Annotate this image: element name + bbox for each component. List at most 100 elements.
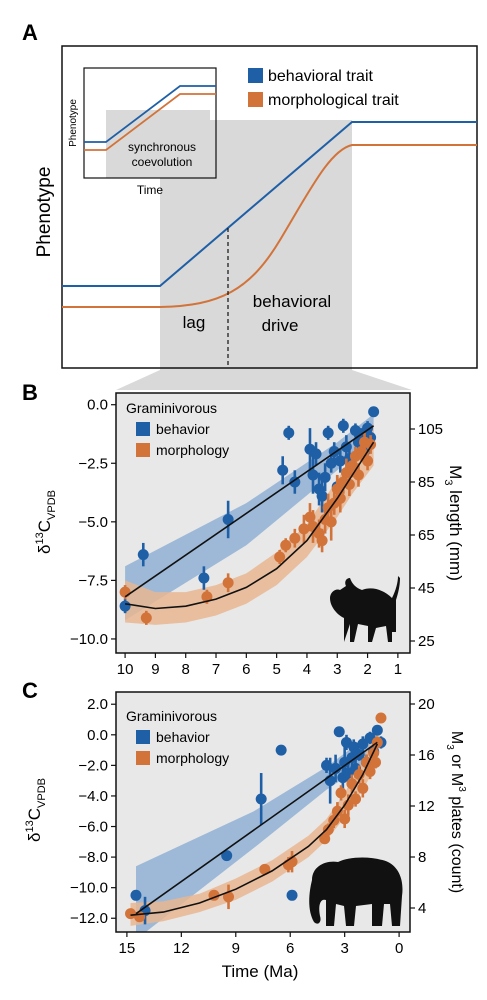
data-point-behavior — [322, 427, 334, 439]
y2-tick-label: 45 — [418, 580, 435, 597]
data-point-morphology — [346, 778, 358, 790]
legend-behavioral-swatch — [248, 68, 263, 83]
data-point-behavior — [348, 741, 360, 753]
x-tick-label: 1 — [394, 661, 402, 678]
inset-morphological-curve — [84, 93, 216, 151]
elephant-silhouette — [309, 857, 403, 926]
y2-tick-label: 25 — [418, 633, 435, 650]
data-point-morphology — [362, 455, 374, 467]
legend-morphological-label: morphological trait — [268, 92, 399, 109]
data-point-morphology — [339, 813, 351, 825]
panel-c-legend-behavior-swatch — [136, 730, 150, 744]
inset-text-line2: coevolution — [132, 155, 193, 169]
data-point-morphology — [375, 712, 387, 724]
data-point-morphology — [222, 577, 234, 589]
y2-tick-label: 16 — [418, 747, 435, 764]
confidence-band-behavior — [125, 414, 374, 621]
panel-b-legend-title: Graminivorous — [126, 400, 217, 416]
data-point-behavior — [334, 455, 346, 467]
data-point-behavior — [307, 469, 319, 481]
data-point-morphology — [259, 863, 271, 875]
data-point-behavior — [310, 448, 322, 460]
data-point-morphology — [140, 612, 152, 624]
x-tick-label: 9 — [151, 661, 159, 678]
inset-frame — [83, 67, 217, 179]
y-tick-label: 0.0 — [87, 397, 108, 414]
y-tick-label: −6.0 — [78, 819, 108, 836]
data-point-morphology — [350, 793, 362, 805]
data-point-morphology — [335, 787, 347, 799]
panel-c-frame — [115, 691, 411, 933]
inset: Phenotype Time synchronous coevolution — [68, 67, 217, 197]
panel-b-y2label: M3 length (mm) — [442, 465, 465, 581]
panel-b-axes: 0.0−2.5−5.0−7.5−10.010 9 8 7 6 5 4 3 2 1105856545… — [70, 397, 443, 678]
behavioral-trait-curve — [62, 121, 477, 287]
data-point-morphology — [322, 824, 334, 836]
y-tick-label: −10.0 — [70, 880, 108, 897]
x-tick-label: 10 — [117, 661, 134, 678]
y-tick-label: 2.0 — [87, 696, 108, 713]
confidence-band-behavior — [136, 728, 378, 932]
data-point-morphology — [274, 551, 286, 563]
panel-c-legend-morphology-swatch — [136, 751, 150, 765]
y-tick-label: −7.5 — [78, 572, 108, 589]
x-tick-label: 5 — [272, 661, 280, 678]
panel-c: C 2.0 0.0 −2.0 −4.0 −6.0 −8.0 −10.0 −12.0 15 12 9 6… — [22, 678, 467, 981]
data-point-behavior — [357, 738, 369, 750]
data-point-behavior — [368, 406, 380, 418]
legend-behavioral-label: behavioral trait — [268, 68, 374, 85]
legend-morphological-swatch — [248, 92, 263, 107]
y2-tick-label: 4 — [418, 900, 426, 917]
panel-b-legend-morphology: morphology — [156, 442, 229, 458]
data-point-morphology — [289, 532, 301, 544]
panel-c-y2label: M3 or M3 plates (count) — [444, 731, 467, 893]
y-tick-label: −8.0 — [78, 849, 108, 866]
panel-c-axes: 2.0 0.0 −2.0 −4.0 −6.0 −8.0 −10.0 −12.0 15 12 9 6 3 0… — [70, 696, 435, 957]
panel-a: A Phenotype lag behavioral drive behavio… — [22, 20, 478, 390]
data-point-morphology — [343, 478, 355, 490]
data-point-morphology — [370, 756, 382, 768]
data-point-behavior — [221, 850, 233, 862]
data-point-behavior — [333, 726, 345, 738]
x-tick-label: 4 — [303, 661, 311, 678]
panel-b-plot-area — [119, 406, 380, 625]
data-point-morphology — [365, 439, 377, 451]
x-tick-label: 0 — [395, 940, 403, 957]
panel-c-plot-area — [125, 712, 387, 932]
data-point-morphology — [352, 469, 364, 481]
drive-label-line2: drive — [262, 316, 299, 335]
x-tick-label: 12 — [173, 940, 190, 957]
data-point-behavior — [137, 549, 149, 561]
panel-c-xlabel: Time (Ma) — [222, 962, 299, 981]
panel-a-frame — [61, 45, 478, 369]
morphological-trait-curve — [62, 144, 477, 308]
y2-tick-label: 85 — [418, 474, 435, 491]
data-point-morphology — [371, 736, 383, 748]
panel-a-ylabel: Phenotype — [34, 167, 55, 258]
data-point-behavior — [283, 427, 295, 439]
data-point-behavior — [371, 724, 383, 736]
y-tick-label: −12.0 — [70, 910, 108, 927]
data-point-behavior — [319, 471, 331, 483]
data-point-behavior — [330, 762, 342, 774]
y2-tick-label: 8 — [418, 849, 426, 866]
data-point-behavior — [337, 420, 349, 432]
y2-tick-label: 12 — [418, 798, 435, 815]
data-point-behavior — [119, 600, 131, 612]
panel-b-ylabel: δ13CVPDB — [34, 490, 58, 554]
data-point-behavior — [222, 513, 234, 525]
fit-line-morphology — [130, 743, 379, 916]
y-tick-label: −2.0 — [78, 757, 108, 774]
y2-tick-label: 105 — [418, 421, 443, 438]
y-tick-label: −5.0 — [78, 514, 108, 531]
data-point-morphology — [201, 591, 213, 603]
inset-shade — [106, 110, 210, 178]
panel-a-letter: A — [22, 20, 38, 45]
panel-c-ylabel: δ13CVPDB — [24, 778, 48, 842]
y-tick-label: −4.0 — [78, 788, 108, 805]
x-tick-label: 3 — [333, 661, 341, 678]
y-tick-label: −10.0 — [70, 631, 108, 648]
warthog-silhouette — [330, 576, 400, 642]
x-tick-label: 6 — [242, 661, 250, 678]
lag-label: lag — [183, 313, 206, 332]
